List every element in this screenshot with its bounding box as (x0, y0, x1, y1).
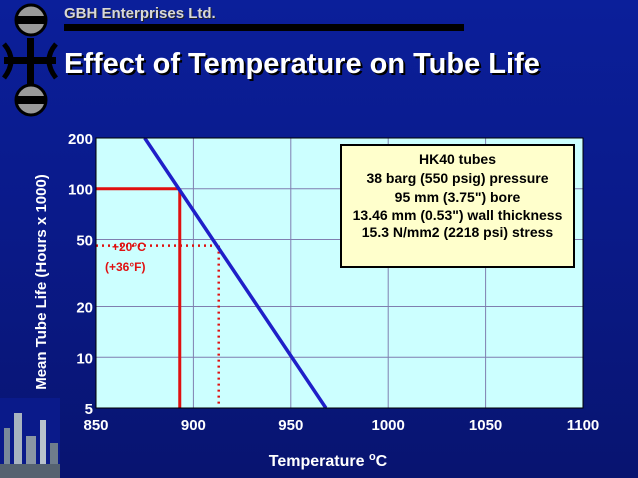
x-tick-label: 950 (278, 417, 303, 434)
company-logo (1, 3, 59, 117)
spec-line-pressure: 38 barg (550 psig) pressure (366, 170, 549, 186)
spec-line-bore: 95 mm (3.75") bore (394, 189, 521, 205)
y-tick-label: 100 (68, 182, 93, 199)
title-rule (64, 24, 464, 31)
annotation-delta-f: (+36°F) (105, 260, 146, 274)
y-tick-label: 10 (76, 350, 93, 367)
y-axis-label: Mean Tube Life (Hours x 1000) (33, 174, 50, 390)
x-tick-label: 1000 (372, 417, 405, 434)
slide-title: Effect of Temperature on Tube Life (64, 48, 540, 80)
x-tick-label: 850 (83, 417, 108, 434)
y-tick-label: 20 (76, 300, 93, 317)
spec-line-stress: 15.3 N/mm2 (2218 psi) stress (361, 224, 554, 240)
y-tick-label: 50 (76, 232, 93, 249)
x-tick-label: 1100 (567, 417, 600, 434)
plot-border (95, 137, 584, 409)
company-name: GBH Enterprises Ltd. (64, 5, 216, 22)
refinery-plant-image (0, 398, 60, 478)
reference-lines (96, 187, 220, 408)
x-tick-label: 1050 (469, 417, 502, 434)
tube-life-line (143, 137, 328, 409)
series-line (143, 137, 328, 409)
y-tick-label: 200 (68, 131, 93, 148)
tube-spec-box: HK40 tubes 38 barg (550 psig) pressure 9… (340, 144, 575, 268)
y-tick-labels: 5 10 20 50 100 200 (68, 131, 93, 418)
annotation-delta-c: +20°C (112, 240, 146, 254)
x-axis-label: Temperature oC (269, 451, 388, 470)
x-tick-label: 900 (181, 417, 206, 434)
y-tick-label: 5 (85, 401, 93, 418)
spec-line-wall: 13.46 mm (0.53") wall thickness (352, 207, 563, 223)
spec-line-material: HK40 tubes (418, 151, 497, 167)
x-tick-labels: 850 900 950 1000 1050 1100 (83, 417, 599, 434)
